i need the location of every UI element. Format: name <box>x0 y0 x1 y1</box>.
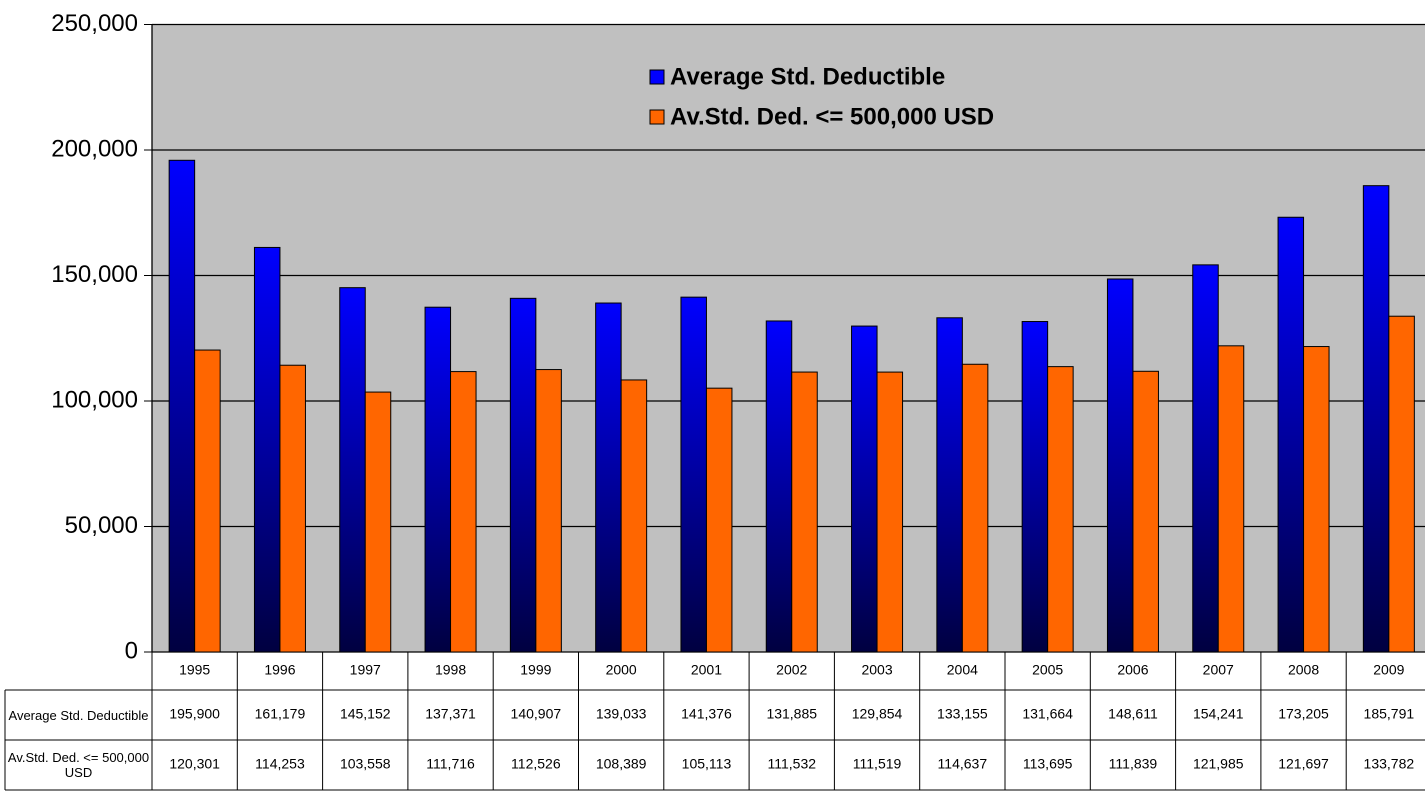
bar <box>1021 321 1049 653</box>
y-tick-label: 100,000 <box>51 386 138 413</box>
table-cell: 141,376 <box>681 706 732 722</box>
table-row-header: Av.Std. Ded. <= 500,000 USD <box>7 750 150 780</box>
bar <box>253 246 281 653</box>
legend-label: Average Std. Deductible <box>670 63 945 90</box>
bar <box>194 349 221 653</box>
table-cell: 133,782 <box>1364 756 1415 772</box>
legend-label: Av.Std. Ded. <= 500,000 USD <box>670 103 994 130</box>
table-cell: 131,885 <box>766 706 817 722</box>
x-tick-label: 1996 <box>264 662 295 678</box>
table-cell: 173,205 <box>1278 706 1329 722</box>
y-tick-label: 200,000 <box>51 135 138 162</box>
table-cell: 121,985 <box>1193 756 1244 772</box>
x-tick-label: 2000 <box>606 662 637 678</box>
bar <box>936 317 963 653</box>
legend-swatch <box>649 69 665 85</box>
table-cell: 111,519 <box>853 756 902 772</box>
bar <box>450 371 477 653</box>
table-cell: 131,664 <box>1022 706 1073 722</box>
table-cell: 140,907 <box>511 706 562 722</box>
x-tick-label: 2004 <box>947 662 978 678</box>
x-tick-label: 2005 <box>1032 662 1063 678</box>
bar <box>168 159 196 653</box>
bar <box>1192 264 1219 653</box>
y-tick-label: 150,000 <box>51 261 138 288</box>
y-tick-label: 250,000 <box>51 10 138 37</box>
table-cell: 154,241 <box>1193 706 1244 722</box>
bar <box>424 306 452 653</box>
x-tick-label: 2003 <box>861 662 892 678</box>
x-tick-label: 2007 <box>1203 662 1234 678</box>
bar <box>1277 216 1305 653</box>
x-tick-label: 2009 <box>1373 662 1404 678</box>
bar <box>791 371 818 653</box>
x-tick-label: 2006 <box>1117 662 1148 678</box>
table-cell: 112,526 <box>511 756 561 772</box>
x-tick-label: 1998 <box>435 662 466 678</box>
x-tick-label: 1999 <box>520 662 551 678</box>
table-cell: 111,532 <box>767 756 816 772</box>
table-cell: 103,558 <box>340 756 391 772</box>
bar <box>961 363 989 653</box>
bar <box>876 371 904 653</box>
table-cell: 185,791 <box>1364 706 1415 722</box>
table-cell: 105,113 <box>682 756 732 772</box>
bar <box>680 296 707 653</box>
table-cell: 195,900 <box>169 706 220 722</box>
table-cell: 145,152 <box>340 706 391 722</box>
bar <box>595 302 622 653</box>
table-cell: 148,611 <box>1108 706 1158 722</box>
table-cell: 108,389 <box>596 756 647 772</box>
bar <box>1362 185 1390 653</box>
table-cell: 121,697 <box>1278 756 1329 772</box>
table-cell: 114,637 <box>938 756 988 772</box>
x-tick-label: 2001 <box>691 662 722 678</box>
bar <box>620 379 648 653</box>
table-cell: 161,179 <box>255 706 306 722</box>
bar <box>1217 345 1245 653</box>
bar <box>705 387 733 653</box>
table-row-header: Average Std. Deductible <box>8 707 149 723</box>
legend-swatch <box>649 109 665 125</box>
table-cell: 137,371 <box>425 706 476 722</box>
table-cell: 120,301 <box>169 756 220 772</box>
y-tick-label: 0 <box>125 637 138 664</box>
x-tick-label: 2002 <box>776 662 807 678</box>
table-cell: 114,253 <box>255 756 305 772</box>
table-cell: 113,695 <box>1023 756 1073 772</box>
bar <box>1106 278 1134 653</box>
table-cell: 129,854 <box>852 706 903 722</box>
bar <box>535 369 562 653</box>
x-tick-label: 1995 <box>179 662 210 678</box>
bar <box>364 391 392 653</box>
bar <box>1388 315 1415 653</box>
x-tick-label: 2008 <box>1288 662 1319 678</box>
table-cell: 133,155 <box>937 706 988 722</box>
bar <box>339 287 366 653</box>
table-cell: 111,839 <box>1109 756 1158 772</box>
y-tick-label: 50,000 <box>65 512 138 539</box>
bar <box>851 325 878 653</box>
bar <box>1132 370 1159 653</box>
table-cell: 111,716 <box>426 756 475 772</box>
bar <box>1303 346 1330 653</box>
table-cell: 139,033 <box>596 706 647 722</box>
x-tick-label: 1997 <box>350 662 381 678</box>
bar <box>509 297 537 653</box>
bar <box>1047 366 1074 653</box>
bar <box>765 320 793 653</box>
bar <box>279 364 306 653</box>
